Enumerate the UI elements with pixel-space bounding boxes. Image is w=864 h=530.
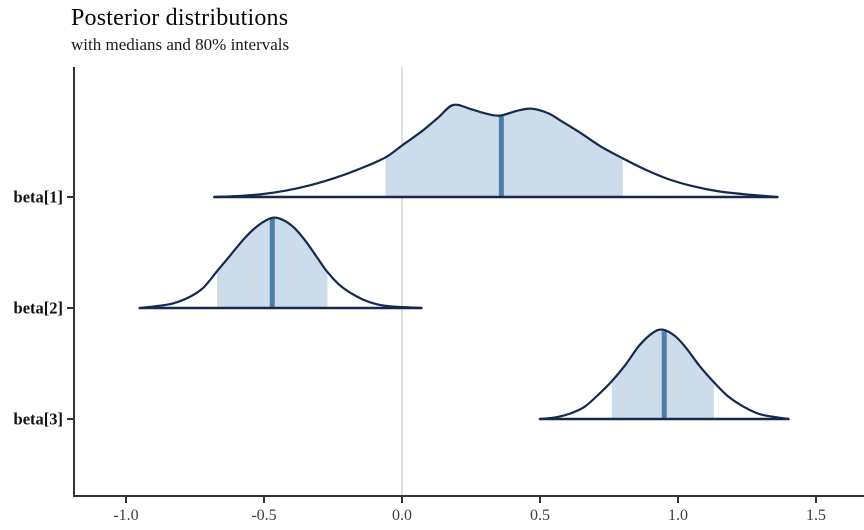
density-curve-beta[1] xyxy=(214,103,778,199)
x-tick-label-1.0: 1.0 xyxy=(668,507,688,524)
y-axis-label-beta[2]: beta[2] xyxy=(14,299,63,318)
x-tick-label-1.5: 1.5 xyxy=(806,507,826,524)
chart-title: Posterior distributions xyxy=(71,5,289,31)
density-curve-beta[3] xyxy=(539,328,789,421)
density-curve-beta[2] xyxy=(139,216,422,310)
chart-subtitle: with medians and 80% intervals xyxy=(71,35,290,54)
x-tick-label-0.5: 0.5 xyxy=(530,507,550,524)
y-axis-label-beta[3]: beta[3] xyxy=(14,410,63,429)
x-tick-label-0.0: 0.0 xyxy=(392,507,412,524)
x-tick-label--0.5: -0.5 xyxy=(251,507,276,524)
x-tick-label--1.0: -1.0 xyxy=(113,507,138,524)
y-axis-label-beta[1]: beta[1] xyxy=(14,188,63,207)
